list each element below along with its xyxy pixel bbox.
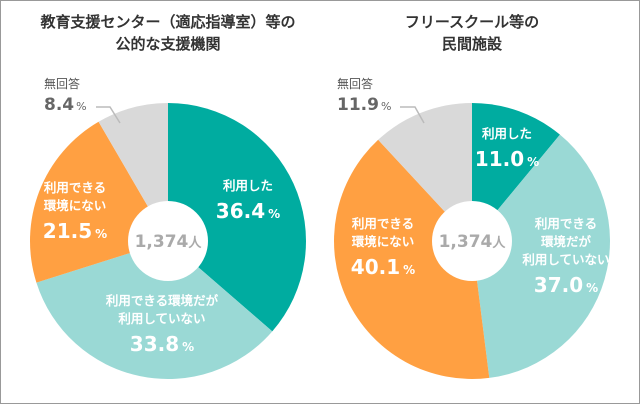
slice-value: 11.9% <box>337 95 391 115</box>
slice-value: 33.8% <box>130 332 194 356</box>
pie-slice-used <box>472 103 560 241</box>
pie-slice-no-answer <box>378 103 472 241</box>
center-hole <box>128 201 208 281</box>
chart-title: 教育支援センター（適応指導室）等の <box>39 13 295 31</box>
slice-label-used: 利用した 11.0% <box>475 126 539 171</box>
slice-label-text: 利用した <box>482 126 532 141</box>
leader-line <box>96 106 121 124</box>
slice-label-used: 利用した 36.4% <box>216 178 280 223</box>
slice-value: 21.5% <box>43 219 107 243</box>
slice-value: 36.4% <box>216 199 280 223</box>
slice-label-text: 利用した <box>223 178 273 193</box>
slice-value: 8.4% <box>44 95 87 115</box>
slice-label-text: 環境にない <box>44 198 107 213</box>
slice-value: 11.0% <box>475 147 539 171</box>
pie-slice-used <box>168 103 307 332</box>
pie-slice-not-available <box>334 139 490 379</box>
center-total-label: 1,374人 <box>439 232 507 252</box>
pie-slice-available-not-used <box>36 241 273 379</box>
slice-label-text: 利用できる <box>352 216 414 231</box>
slice-label-no-answer: 無回答 8.4% <box>44 76 121 124</box>
slice-label-text: 利用できる環境だが <box>106 293 219 308</box>
leader-line <box>400 106 425 124</box>
slice-value: 37.0% <box>534 273 598 297</box>
chart-title: フリースクール等の <box>405 13 539 31</box>
slice-label-no-answer: 無回答 11.9% <box>337 76 425 124</box>
slice-label-text: 利用していない <box>522 252 609 267</box>
slice-label-text: 利用していない <box>118 311 205 326</box>
chart-title: 公的な支援機関 <box>115 35 220 53</box>
chart-title: 民間施設 <box>442 35 503 53</box>
center-hole <box>432 201 512 281</box>
slice-value: 40.1% <box>351 255 415 279</box>
slice-label-text: 環境だが <box>541 234 592 249</box>
slice-label-text: 無回答 <box>337 76 373 91</box>
center-total-label: 1,374人 <box>135 232 203 252</box>
pie-slice-available-not-used <box>472 134 611 378</box>
slice-label-text: 環境にない <box>352 234 415 249</box>
slice-label-text: 無回答 <box>44 76 80 91</box>
slice-label-text: 利用できる <box>535 216 597 231</box>
slice-label-text: 利用できる <box>44 180 106 195</box>
